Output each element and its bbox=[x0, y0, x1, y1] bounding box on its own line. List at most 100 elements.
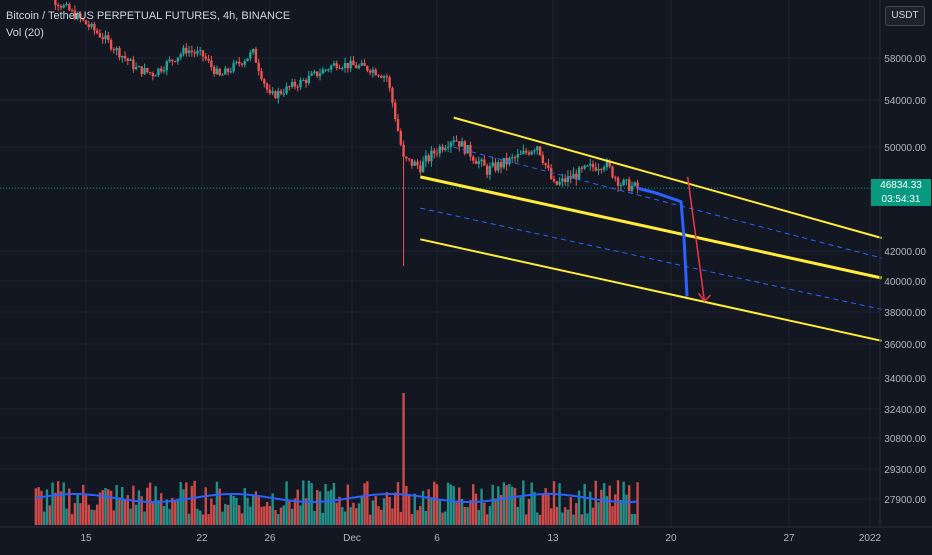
volume-bar bbox=[502, 482, 506, 525]
volume-bar bbox=[274, 510, 277, 525]
candle-body bbox=[628, 179, 631, 191]
candle-body bbox=[382, 76, 386, 78]
volume-bar bbox=[224, 503, 227, 525]
candle-body bbox=[171, 59, 174, 61]
volume-bar bbox=[407, 493, 411, 525]
symbol-title[interactable]: Bitcoin / TetherUS PERPETUAL FUTURES, 4h… bbox=[6, 10, 291, 22]
candle-body bbox=[160, 68, 163, 72]
volume-bar bbox=[505, 485, 508, 525]
candle-body bbox=[594, 167, 597, 171]
candle-body bbox=[93, 23, 96, 31]
volume-bar bbox=[561, 512, 564, 525]
candle-body bbox=[416, 161, 419, 166]
candle-body bbox=[494, 162, 497, 171]
volume-bar bbox=[279, 507, 283, 525]
candle-body bbox=[519, 153, 522, 155]
volume-bar bbox=[173, 500, 177, 525]
currency-button[interactable]: USDT bbox=[885, 6, 925, 26]
volume-bar bbox=[349, 507, 352, 525]
volume-bar bbox=[458, 487, 461, 525]
volume-bar bbox=[282, 505, 285, 525]
candle-body bbox=[380, 76, 383, 78]
volume-bar bbox=[115, 485, 118, 525]
candle-body bbox=[179, 54, 182, 58]
drawings[interactable] bbox=[419, 116, 882, 342]
candle-body bbox=[343, 62, 347, 69]
candle-body bbox=[56, 4, 60, 7]
volume-bar bbox=[566, 509, 570, 525]
candle-body bbox=[249, 52, 252, 59]
volume-bar bbox=[435, 484, 439, 525]
volume-bar bbox=[338, 496, 341, 525]
channel-line bbox=[420, 238, 882, 342]
candle-body bbox=[410, 159, 414, 166]
candle-body bbox=[238, 61, 241, 64]
volume-bar bbox=[182, 489, 185, 525]
volume-bar bbox=[65, 508, 68, 525]
candle-body bbox=[207, 58, 210, 61]
candle-body bbox=[321, 69, 324, 74]
candle-body bbox=[235, 61, 238, 63]
volume-bar bbox=[477, 510, 480, 525]
candle-body bbox=[204, 56, 207, 59]
volume-bar bbox=[56, 481, 60, 525]
volume-bar bbox=[497, 486, 500, 525]
volume-bar bbox=[608, 485, 611, 525]
volume-bar bbox=[235, 497, 238, 525]
volume-bar bbox=[277, 514, 280, 525]
candle-body bbox=[396, 119, 400, 131]
volume-bar bbox=[388, 496, 391, 525]
candle-body bbox=[109, 39, 113, 50]
volume-bar bbox=[254, 491, 258, 525]
volume-bar bbox=[190, 485, 194, 525]
candle-body bbox=[605, 161, 609, 168]
volume-indicator-label[interactable]: Vol (20) bbox=[6, 27, 44, 39]
volume-bar bbox=[196, 508, 199, 525]
candle-body bbox=[121, 55, 124, 58]
volume-bar bbox=[121, 487, 124, 525]
candle-body bbox=[90, 23, 93, 27]
volume-bar bbox=[628, 485, 631, 525]
volume-bar bbox=[201, 514, 205, 525]
volume-bar bbox=[104, 487, 107, 525]
volume-bar bbox=[472, 484, 475, 525]
volume-bar bbox=[385, 492, 389, 525]
y-tick-label: 42000.00 bbox=[884, 247, 926, 258]
volume-bar bbox=[329, 489, 333, 525]
candle-body bbox=[54, 0, 57, 5]
candle-body bbox=[324, 69, 327, 71]
candle-body bbox=[550, 168, 553, 180]
y-tick-label: 50000.00 bbox=[884, 143, 926, 154]
volume-bar bbox=[455, 501, 458, 525]
candle-body bbox=[148, 72, 152, 74]
candle-body bbox=[123, 55, 127, 59]
candle-body bbox=[341, 68, 344, 70]
candle-body bbox=[622, 179, 625, 186]
volume-bar bbox=[600, 489, 603, 525]
volume-bar bbox=[343, 511, 347, 525]
candle-body bbox=[212, 66, 216, 75]
volume-bar bbox=[619, 500, 623, 525]
candle-body bbox=[185, 47, 188, 54]
candle-body bbox=[402, 144, 405, 157]
candle-body bbox=[68, 4, 71, 11]
candle-body bbox=[304, 80, 308, 84]
y-tick-label: 38000.00 bbox=[884, 308, 926, 319]
candle-body bbox=[257, 62, 260, 71]
candle-body bbox=[374, 69, 377, 76]
volume-bar bbox=[288, 499, 291, 525]
candle-body bbox=[472, 156, 475, 161]
volume-bar bbox=[140, 496, 143, 525]
candle-body bbox=[210, 60, 213, 67]
volume-bar bbox=[480, 488, 483, 525]
volume-bar bbox=[204, 487, 207, 525]
candle-body bbox=[277, 90, 280, 99]
volume-bar bbox=[257, 495, 260, 525]
volume-bar bbox=[391, 508, 394, 525]
volume-bar bbox=[399, 511, 402, 525]
candle-body bbox=[424, 155, 428, 162]
candle-body bbox=[547, 165, 550, 169]
